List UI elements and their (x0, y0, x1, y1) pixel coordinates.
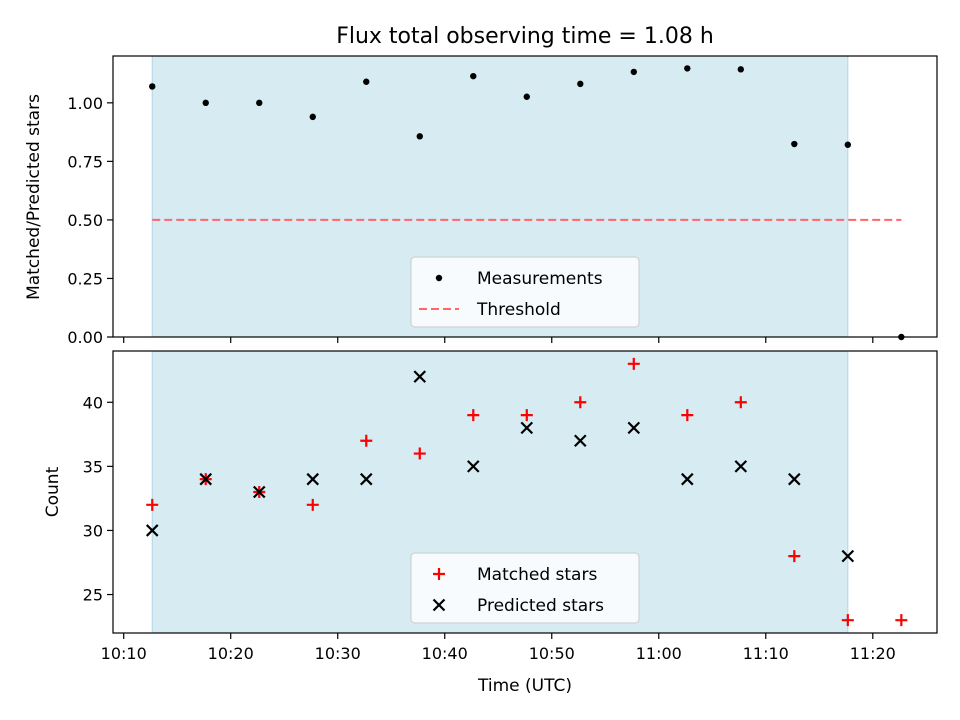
x-tick-label: 10:30 (315, 644, 361, 663)
x-tick-label: 10:20 (208, 644, 254, 663)
y-tick-label: 0.50 (67, 211, 103, 230)
y-axis-label-bottom: Count (43, 466, 63, 517)
data-point-matched-stars (467, 409, 480, 422)
data-point-measurements (202, 99, 209, 107)
data-point-predicted-stars (574, 434, 587, 448)
data-point-measurements (363, 78, 370, 85)
x-axis-label: Time (UTC) (477, 676, 572, 696)
data-point-matched-stars (146, 498, 159, 511)
chart-title: Flux total observing time = 1.08 h (336, 24, 714, 49)
data-point-predicted-stars (413, 370, 427, 383)
data-point-measurements (577, 80, 584, 88)
data-point-matched-stars (520, 409, 533, 422)
data-point-measurements (523, 93, 530, 100)
legend-label: Matched stars (477, 565, 597, 585)
top-panel: 0.00 0.25 0.50 0.75 1.00 Measurements Threshol… (67, 55, 938, 347)
data-point-predicted-stars (520, 421, 534, 435)
data-point-matched-stars (841, 614, 854, 627)
legend-top: Measurements Threshold (410, 256, 640, 328)
data-point-measurements (791, 140, 798, 148)
axes-frame-bottom (112, 350, 938, 634)
y-tick-label: 30 (83, 521, 103, 540)
y-tick-label: 35 (83, 457, 103, 476)
axes-frame-top (112, 55, 938, 338)
data-point-matched-stars (734, 396, 747, 409)
legend-label: Threshold (476, 300, 561, 320)
bottom-panel: 25 30 35 40 10:10 10:20 10:30 10:40 10:50 11:00 11… (83, 350, 938, 663)
legend-marker (435, 274, 443, 282)
x-tick-label: 10:40 (422, 644, 468, 663)
data-point-matched-stars (360, 434, 373, 447)
data-point-measurements (737, 66, 745, 73)
y-tick-label: 0.25 (67, 269, 103, 288)
legend-box (410, 256, 640, 328)
data-point-measurements (684, 65, 691, 72)
data-point-predicted-stars (145, 524, 159, 537)
data-point-predicted-stars (841, 549, 855, 563)
y-tick-label: 40 (83, 393, 103, 412)
y-axis-label-top: Matched/Predicted stars (24, 94, 44, 300)
legend-label: Predicted stars (477, 596, 604, 616)
data-point-measurements (630, 68, 637, 76)
data-point-predicted-stars (359, 472, 373, 486)
data-point-predicted-stars (252, 485, 266, 499)
data-point-predicted-stars (627, 421, 641, 435)
data-point-predicted-stars (734, 460, 748, 473)
y-tick-label: 0.00 (67, 328, 103, 347)
x-tick-label: 11:20 (850, 644, 896, 663)
data-point-matched-stars (895, 614, 908, 627)
legend-marker (432, 598, 446, 612)
data-point-matched-stars (681, 409, 694, 422)
x-tick-label: 11:10 (743, 644, 789, 663)
legend-label: Measurements (477, 269, 603, 289)
x-tick-label: 10:10 (101, 644, 147, 663)
data-point-predicted-stars (199, 472, 213, 486)
data-point-measurements (844, 141, 852, 148)
data-point-predicted-stars (681, 472, 694, 486)
y-tick-label: 25 (83, 586, 103, 605)
data-point-measurements (309, 113, 316, 121)
data-point-predicted-stars (306, 472, 320, 486)
data-point-measurements (416, 133, 423, 140)
data-point-matched-stars (413, 447, 426, 460)
data-point-matched-stars (627, 357, 640, 370)
y-tick-label: 0.75 (67, 152, 103, 171)
data-point-matched-stars (788, 550, 801, 563)
legend-bottom: Matched stars Predicted stars (410, 552, 640, 624)
data-point-measurements (149, 83, 156, 90)
data-point-measurements (470, 72, 477, 80)
data-point-matched-stars (306, 498, 319, 511)
data-point-predicted-stars (788, 472, 801, 486)
x-tick-label: 11:00 (636, 644, 682, 663)
data-point-measurements (256, 99, 263, 107)
legend-box (410, 552, 640, 624)
legend-marker (433, 568, 445, 580)
data-point-predicted-stars (466, 460, 480, 473)
x-tick-label: 10:50 (529, 644, 575, 663)
data-point-matched-stars (574, 396, 587, 409)
y-tick-label: 1.00 (67, 94, 103, 113)
